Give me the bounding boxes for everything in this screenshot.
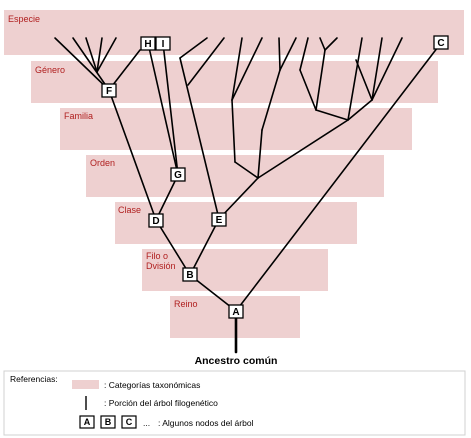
branch-r-9	[279, 37, 297, 71]
svg-text:H: H	[144, 39, 151, 50]
svg-text:A: A	[84, 417, 91, 427]
band-especie	[4, 10, 464, 55]
branch-d-g	[155, 174, 179, 221]
branch-r-16	[347, 37, 363, 121]
branch-e-3	[179, 37, 208, 59]
branch-a-b	[189, 274, 237, 312]
legend-title: Referencias:	[10, 374, 58, 384]
band-label-filo: Filo o Dvisión	[146, 251, 176, 271]
branch-r-15	[324, 37, 338, 51]
node-g: G	[170, 167, 186, 182]
svg-text:F: F	[106, 86, 112, 97]
branch-r-13	[315, 49, 326, 111]
node-b: B	[182, 267, 198, 282]
branch-r-1	[257, 119, 349, 179]
branch-e-4	[187, 37, 225, 86]
tree-nodes: A B C D E F G H	[101, 35, 449, 319]
branch-r-19	[371, 37, 383, 101]
branch-r-20	[371, 37, 403, 101]
band-label-especie: Especie	[8, 14, 40, 24]
band-label-genero: Género	[35, 65, 65, 75]
branch-r-6	[257, 129, 263, 179]
node-e: E	[211, 212, 227, 227]
svg-text:I: I	[162, 39, 165, 50]
legend-node-a: A	[79, 415, 95, 429]
branch-r-5	[231, 37, 263, 101]
branch-f-2	[72, 37, 110, 91]
node-c: C	[433, 35, 449, 50]
branch-r-8	[278, 37, 281, 71]
node-a: A	[228, 304, 244, 319]
legend-band-swatch	[72, 380, 99, 389]
tree-branches	[54, 37, 442, 354]
branch-b-e	[189, 218, 220, 276]
svg-text:G: G	[174, 170, 182, 181]
branch-f-sub	[85, 37, 98, 73]
band-label-clase: Clase	[118, 205, 141, 215]
branch-f-3	[108, 49, 141, 91]
branch-d-f	[108, 89, 157, 221]
branch-f-4	[96, 37, 103, 73]
branch-r-10	[315, 109, 349, 121]
svg-text:B: B	[186, 270, 193, 281]
svg-text:C: C	[126, 417, 133, 427]
branch-r-11	[299, 69, 317, 111]
root-label: Ancestro común	[195, 355, 278, 367]
legend-node-c: C	[121, 415, 137, 429]
node-i: I	[155, 36, 171, 51]
node-d: D	[148, 213, 164, 228]
branch-g-h	[147, 42, 179, 176]
legend: Referencias: : Categorías taxonómicas : …	[3, 370, 466, 436]
band-filo	[142, 249, 328, 291]
branch-r-2	[234, 161, 259, 179]
branch-r-7	[261, 69, 281, 131]
node-f: F	[101, 83, 117, 98]
branch-r-14	[319, 37, 326, 51]
svg-text:D: D	[152, 216, 159, 227]
branch-f-5	[96, 37, 117, 73]
branch-a-c	[235, 42, 442, 312]
band-label-familia: Familia	[64, 111, 93, 121]
branch-e-1	[179, 57, 220, 220]
branch-b-d	[155, 219, 191, 276]
svg-text:B: B	[105, 417, 112, 427]
node-h: H	[140, 36, 156, 51]
svg-text:A: A	[232, 307, 239, 318]
branch-r-3	[231, 99, 236, 163]
branch-r-12	[299, 37, 309, 71]
branch-e-2	[218, 177, 259, 220]
legend-node-b: B	[100, 415, 116, 429]
branch-r-18	[355, 59, 373, 101]
legend-boxes-text: : Algunos nodos del árbol	[158, 418, 254, 428]
taxonomic-bands: Especie Género Familia Orden Clase Filo …	[4, 10, 464, 338]
legend-dots: ...	[143, 418, 150, 428]
svg-text:C: C	[437, 38, 444, 49]
legend-band-text: : Categorías taxonómicas	[104, 380, 200, 390]
band-familia	[60, 108, 412, 150]
branch-r-4	[231, 37, 243, 101]
band-label-orden: Orden	[90, 158, 115, 168]
svg-text:E: E	[216, 215, 223, 226]
branch-f-1	[54, 37, 110, 91]
legend-line-text: : Porción del árbol filogenético	[104, 398, 218, 408]
band-label-reino: Reino	[174, 299, 198, 309]
branch-r-17	[347, 99, 373, 121]
branch-g-i	[162, 42, 179, 176]
